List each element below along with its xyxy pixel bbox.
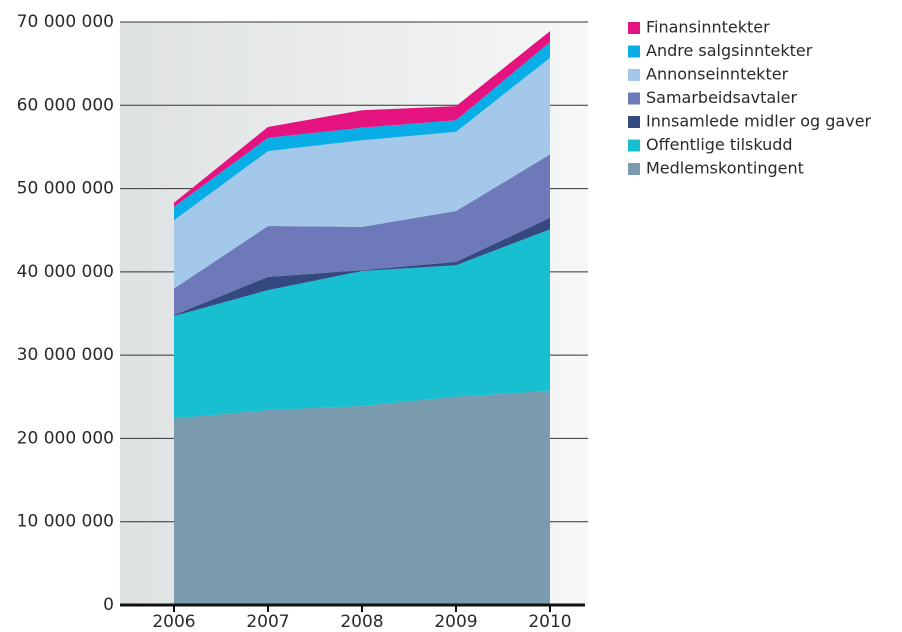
x-tick-label: 2006 [152,612,195,632]
area [174,229,550,419]
area [174,31,550,207]
y-tick-label: 20 000 000 [17,428,114,448]
legend-swatch [628,92,640,105]
x-tick-label: 2008 [340,612,383,632]
legend-label: Offentlige tilskudd [646,135,793,154]
legend-label: Annonseinntekter [646,65,789,84]
x-tick-label: 2009 [434,612,477,632]
legend-swatch [628,139,640,152]
legend-label: Samarbeidsavtaler [646,88,798,107]
legend-label: Innsamlede midler og gaver [646,112,872,131]
y-tick-label: 40 000 000 [17,262,114,282]
area [174,41,550,221]
legend-swatch [628,69,640,81]
x-tick-label: 2010 [528,612,571,632]
area [174,57,550,289]
legend-swatch [628,45,640,58]
legend-label: Finansinntekter [646,18,770,37]
legend-label: Medlemskontingent [646,159,804,178]
y-tick-label: 30 000 000 [17,345,114,365]
legend-swatch [628,116,640,128]
area [174,154,550,316]
y-tick-label: 0 [103,595,114,615]
legend-swatch [628,163,640,175]
y-tick-label: 60 000 000 [17,95,114,115]
y-tick-label: 50 000 000 [17,179,114,199]
legend-swatch [628,22,640,34]
legend-label: Andre salgsinntekter [646,41,813,60]
area [174,390,550,605]
y-tick-label: 70 000 000 [17,12,114,32]
x-tick-label: 2007 [246,612,289,632]
y-tick-label: 10 000 000 [17,512,114,532]
